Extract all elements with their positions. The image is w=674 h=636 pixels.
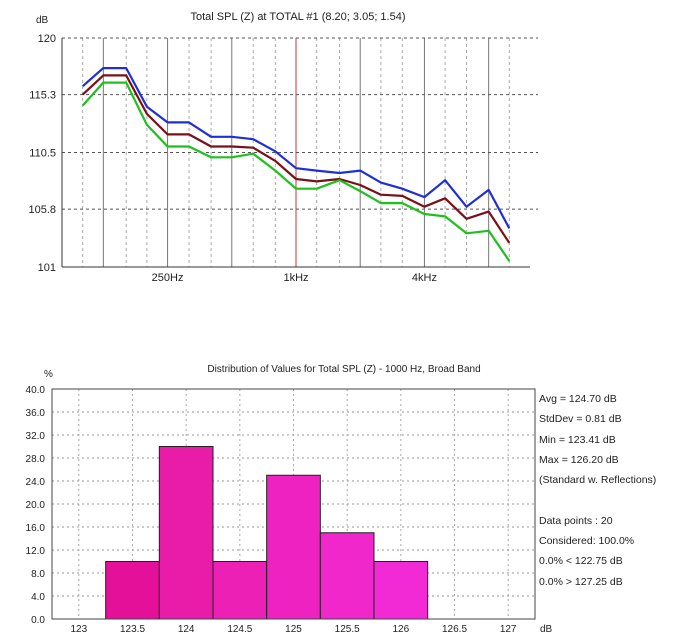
chart2-bar <box>266 474 321 620</box>
chart1-x-tick-label: 1kHz <box>283 272 308 284</box>
chart2-plot-frame <box>51 388 536 620</box>
chart1-x-tick-label: 250Hz <box>152 272 184 284</box>
chart2-x-tick-label: 123.5 <box>120 624 145 635</box>
chart1-y-tick-label: 115.3 <box>29 90 56 102</box>
chart2-bar <box>105 561 160 620</box>
chart2-x-tick-label: 124.5 <box>227 624 252 635</box>
stat-line: Max = 126.20 dB <box>539 453 619 466</box>
stat-line <box>539 490 671 510</box>
spl-frequency-chart: Total SPL (Z) at TOTAL #1 (8.20; 3.05; 1… <box>28 11 538 284</box>
chart2-y-tick-label: 20.0 <box>26 500 46 511</box>
chart2-y-tick-label: 36.0 <box>26 408 46 419</box>
chart2-bars <box>105 446 429 620</box>
histogram-statistics-panel: Avg = 124.70 dB StdDev = 0.81 dB Min = 123… <box>539 389 671 592</box>
chart1-y-ticks: 120 115.3 110.5 105.8 101 <box>28 33 56 274</box>
chart2-y-tick-label: 40.0 <box>26 385 46 396</box>
chart1-series <box>81 66 511 262</box>
chart2-y-tick-label: 28.0 <box>26 454 46 465</box>
stat-line: Avg = 124.70 dB <box>539 393 617 405</box>
stat-line: 0.0% > 127.25 dB <box>539 575 623 588</box>
chart1-y-tick-label: 101 <box>38 262 56 274</box>
chart1-ylabel: dB <box>36 15 49 26</box>
chart1-x-ticks: 250Hz 1kHz 4kHz <box>152 272 437 284</box>
distribution-histogram: Distribution of Values for Total SPL (Z)… <box>26 364 553 635</box>
chart2-x-tick-label: 123 <box>70 624 87 635</box>
stat-line: (Standard w. Reflections) <box>539 474 657 487</box>
stat-line: Data points : 20 <box>539 514 613 527</box>
chart2-y-tick-label: 24.0 <box>26 477 46 488</box>
chart2-x-ticks: 123 123.5 124 124.5 125 125.5 126 126.5 127 <box>70 624 516 635</box>
chart2-y-tick-label: 0.0 <box>31 615 45 626</box>
chart1-series-line-3 <box>81 81 511 262</box>
chart2-y-tick-label: 32.0 <box>26 431 46 442</box>
chart2-bar <box>212 561 268 620</box>
stat-line: Min = 123.41 dB <box>539 433 616 446</box>
chart2-bar <box>158 446 214 620</box>
chart2-x-tick-label: 126.5 <box>442 624 467 635</box>
chart2-ylabel: % <box>44 369 53 380</box>
stat-line: StdDev = 0.81 dB <box>539 413 622 426</box>
chart2-x-tick-label: 125 <box>285 624 302 635</box>
chart2-xlabel: dB <box>540 624 553 635</box>
chart2-y-tick-label: 4.0 <box>31 592 45 603</box>
chart1-series-line-2 <box>81 74 511 244</box>
chart1-y-tick-label: 105.8 <box>28 204 56 216</box>
chart1-grid <box>62 37 538 267</box>
chart1-y-tick-label: 120 <box>38 33 56 45</box>
chart2-x-tick-label: 125.5 <box>335 624 360 635</box>
chart1-x-tick-label: 4kHz <box>412 272 437 284</box>
chart2-y-tick-label: 16.0 <box>26 523 46 534</box>
chart2-y-tick-label: 8.0 <box>31 569 45 580</box>
stat-line: 0.0% < 122.75 dB <box>539 555 623 568</box>
chart1-y-tick-label: 110.5 <box>29 148 56 160</box>
chart2-y-tick-label: 12.0 <box>26 546 46 557</box>
stat-line: Considered: 100.0% <box>539 535 635 548</box>
chart2-y-ticks: 40.0 36.0 32.0 28.0 24.0 20.0 16.0 12.0 8.0 4.0 0.… <box>26 385 46 626</box>
chart1-series-line-1 <box>81 66 511 229</box>
chart1-title: Total SPL (Z) at TOTAL #1 (8.20; 3.05; 1… <box>190 11 405 23</box>
chart2-x-tick-label: 127 <box>500 624 517 635</box>
chart2-title: Distribution of Values for Total SPL (Z)… <box>207 364 480 375</box>
chart2-x-tick-label: 124 <box>178 624 195 635</box>
chart2-bar <box>319 532 375 620</box>
chart2-x-tick-label: 126 <box>392 624 409 635</box>
chart2-bar <box>373 561 429 620</box>
